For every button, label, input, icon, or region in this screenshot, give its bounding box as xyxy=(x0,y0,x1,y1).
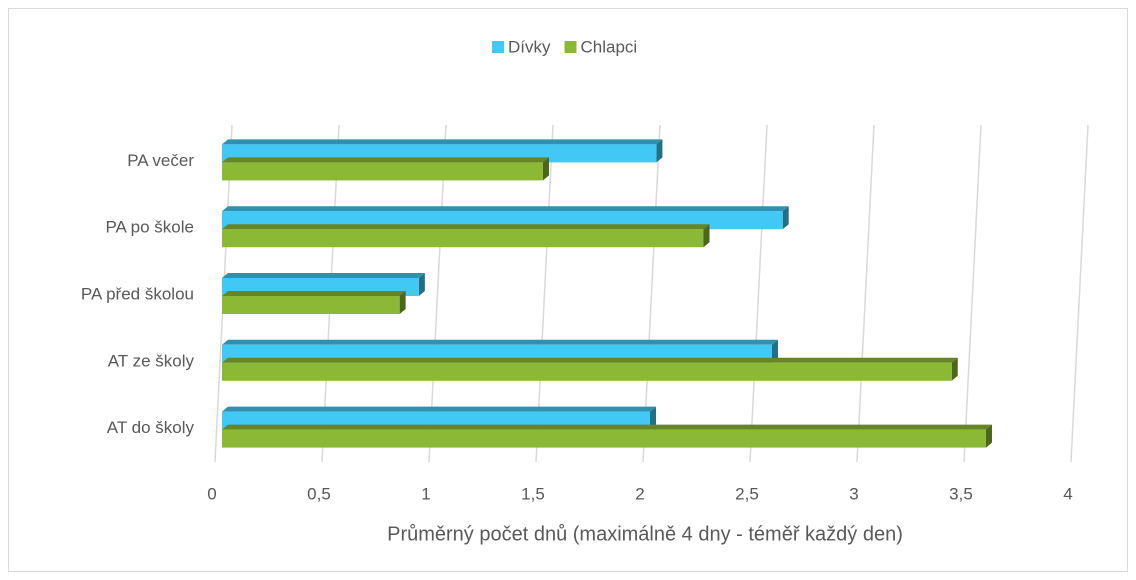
bar-top xyxy=(222,357,958,363)
grid-line xyxy=(428,124,447,463)
y-tick-label: AT do školy xyxy=(107,418,195,437)
grid-line xyxy=(535,124,554,463)
y-tick-label: PA večer xyxy=(127,151,194,170)
y-tick-label: PA po škole xyxy=(105,218,194,237)
x-tick-label: 1,5 xyxy=(521,484,545,503)
legend-swatch xyxy=(492,41,504,53)
bar-side xyxy=(985,424,992,448)
bar xyxy=(222,424,992,448)
grid-line xyxy=(1070,124,1089,463)
x-tick-label: 3,5 xyxy=(949,484,973,503)
bar-top xyxy=(222,157,549,163)
bar-front xyxy=(222,429,986,448)
bar xyxy=(222,224,710,248)
legend-label: Chlapci xyxy=(581,37,638,56)
bar xyxy=(222,357,958,381)
bar-top xyxy=(222,291,406,296)
bar xyxy=(222,291,406,314)
x-tick-label: 2,5 xyxy=(735,484,759,503)
bar-top xyxy=(222,224,710,230)
bar-side xyxy=(782,206,789,230)
bar-front xyxy=(222,362,952,381)
bar-top xyxy=(222,406,656,412)
bar-front xyxy=(222,296,400,314)
y-tick-label: AT ze školy xyxy=(108,351,195,370)
y-tick-label: PA před školou xyxy=(81,284,194,303)
x-axis-title: Průměrný počet dnů (maximálně 4 dny - té… xyxy=(387,523,903,545)
x-tick-label: 2 xyxy=(635,484,644,503)
bar-top xyxy=(222,424,992,430)
bar-front xyxy=(222,162,543,181)
grid-line xyxy=(642,124,661,463)
bar-side xyxy=(656,139,663,163)
legend-label: Dívky xyxy=(508,37,551,56)
chart-border xyxy=(8,8,1128,572)
bar-front xyxy=(222,229,704,248)
bar-side xyxy=(650,406,656,430)
bar-top xyxy=(222,139,663,145)
x-tick-label: 0,5 xyxy=(307,484,331,503)
bar xyxy=(222,157,549,181)
grid-line xyxy=(749,124,768,463)
grid-line xyxy=(963,124,982,463)
bar-top xyxy=(222,206,789,212)
x-tick-label: 4 xyxy=(1063,484,1072,503)
bar-side xyxy=(951,357,958,381)
legend-swatch xyxy=(564,41,577,53)
x-tick-label: 1 xyxy=(421,484,430,503)
bar-top xyxy=(222,339,778,345)
bar-side xyxy=(543,157,549,181)
bar-side xyxy=(399,291,406,314)
bar-side xyxy=(703,224,710,248)
bar-side xyxy=(418,273,425,296)
bar-top xyxy=(222,273,425,278)
bar-side xyxy=(771,339,778,363)
x-tick-label: 0 xyxy=(207,484,216,503)
x-tick-label: 3 xyxy=(849,484,858,503)
grid-line xyxy=(856,124,875,463)
